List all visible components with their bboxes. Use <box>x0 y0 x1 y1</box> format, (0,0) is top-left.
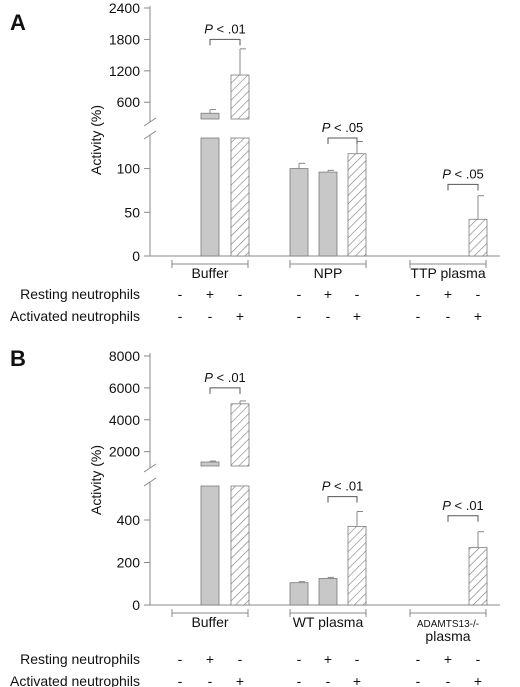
panel-b-letter: B <box>10 346 26 371</box>
panel-b-significance-label: P < .01 <box>322 479 364 494</box>
panel-a-bar-gray <box>200 137 220 257</box>
panel-b-activated-sign: + <box>236 673 244 687</box>
panel-a-axis-break-mark <box>143 117 157 127</box>
panel-b-y-tick-label: 200 <box>117 555 141 571</box>
panel-b-y-tick-label: 4000 <box>109 412 140 428</box>
panel-a-y-axis-label: Activity (%) <box>88 105 104 175</box>
panel-b-resting-sign: + <box>324 651 332 667</box>
panel-b-group-label: ADAMTS13-/- <box>417 619 479 630</box>
panel-b-y-tick-label: 0 <box>132 597 140 613</box>
panel-b-resting-sign: - <box>355 651 360 667</box>
panel-a-y-tick-label: 2400 <box>109 0 140 16</box>
panel-b-resting-sign: - <box>476 651 481 667</box>
panel-b-activated-sign: - <box>178 673 183 687</box>
panel-b-bar-gray <box>200 485 220 606</box>
panel-a-y-tick-label: 1200 <box>109 63 140 79</box>
panel-a-group-label: NPP <box>314 265 343 281</box>
panel-a-letter: A <box>10 10 26 35</box>
panel-a-y-tick-label: 50 <box>124 204 140 220</box>
panel-b-axis-break-mark <box>143 463 157 473</box>
panel-a-resting-sign: + <box>444 286 452 302</box>
panel-b-activated-sign: - <box>208 673 213 687</box>
panel-a-activated-sign: - <box>297 308 302 324</box>
panel-a-y-tick-label: 100 <box>117 161 141 177</box>
panel-b-activated-sign: + <box>474 673 482 687</box>
panel-b-group-label: plasma <box>425 628 470 644</box>
panel-b-y-tick-label: 6000 <box>109 380 140 396</box>
panel-a-significance-bracket <box>447 183 479 191</box>
panel-a-activated-sign: - <box>208 308 213 324</box>
panel-b-bar-gray <box>289 582 309 606</box>
panel-b-bar-hatched <box>230 403 250 467</box>
panel-b-bar-hatched <box>230 485 250 606</box>
panel-b-resting-sign: - <box>178 651 183 667</box>
panel-a-y-tick-label: 0 <box>132 248 140 264</box>
panel-a-bar-gray <box>318 171 338 257</box>
panel-a-bar-hatched <box>347 153 367 257</box>
panel-a-significance-label: P < .01 <box>204 21 246 36</box>
panel-b-bar-hatched <box>468 547 488 606</box>
panel-b-bar-hatched <box>347 525 367 606</box>
panel-b-y-tick-label: 2000 <box>109 444 140 460</box>
panel-b-significance-label: P < .01 <box>204 370 246 385</box>
panel-a-y-tick-label: 600 <box>117 94 141 110</box>
panel-b-resting-sign: - <box>297 651 302 667</box>
panel-a-significance-label: P < .05 <box>442 166 484 181</box>
panel-a-bar-gray <box>200 112 220 120</box>
panel-b-row-label-activated: Activated neutrophils <box>10 673 140 687</box>
panel-b-resting-sign: - <box>416 651 421 667</box>
panel-b-group-label: Buffer <box>191 614 228 630</box>
panel-b-activated-sign: - <box>297 673 302 687</box>
panel-a-row-label-activated: Activated neutrophils <box>10 308 140 324</box>
panel-b-activated-sign: + <box>353 673 361 687</box>
panel-a-bar-hatched <box>230 74 250 120</box>
panel-a-activated-sign: - <box>178 308 183 324</box>
panel-b-y-tick-label: 400 <box>117 512 141 528</box>
panel-a-bar-hatched <box>230 137 250 257</box>
panel-a-significance-bracket <box>327 137 358 144</box>
panel-b-resting-sign: + <box>206 651 214 667</box>
panel-b-bar-gray <box>200 461 220 467</box>
panel-a-y-tick-label: 1800 <box>109 31 140 47</box>
panel-a-bar-gray <box>289 168 309 257</box>
panel-a-group-label: TTP plasma <box>410 265 485 281</box>
panel-a-activated-sign: - <box>446 308 451 324</box>
panel-b-resting-sign: - <box>238 651 243 667</box>
panel-a-activated-sign: - <box>326 308 331 324</box>
panel-b-significance-bracket <box>447 515 479 522</box>
panel-b-significance-bracket <box>327 496 358 503</box>
panel-a-bar-hatched <box>468 218 488 257</box>
panel-a-significance-bracket <box>209 38 241 46</box>
panel-b-activated-sign: - <box>326 673 331 687</box>
panel-b-significance-bracket <box>209 387 241 394</box>
panel-a-resting-sign: + <box>206 286 214 302</box>
panel-b-activated-sign: - <box>416 673 421 687</box>
panel-b-activated-sign: - <box>446 673 451 687</box>
panel-a-activated-sign: + <box>474 308 482 324</box>
panel-b-resting-sign: + <box>444 651 452 667</box>
panel-a-activated-sign: + <box>236 308 244 324</box>
panel-a-activated-sign: - <box>416 308 421 324</box>
panel-a-resting-sign: - <box>476 286 481 302</box>
panel-a-resting-sign: - <box>416 286 421 302</box>
panel-b-axis-break-mark <box>143 477 157 487</box>
panel-a-resting-sign: - <box>238 286 243 302</box>
panel-b-bar-gray <box>318 578 338 606</box>
panel-a-resting-sign: - <box>178 286 183 302</box>
panel-b-significance-label: P < .01 <box>442 498 484 513</box>
panel-a-activated-sign: + <box>353 308 361 324</box>
panel-a-group-label: Buffer <box>191 265 228 281</box>
panel-a-row-label-resting: Resting neutrophils <box>20 286 140 302</box>
panel-a-resting-sign: - <box>355 286 360 302</box>
panel-b-y-axis-label: Activity (%) <box>88 445 104 515</box>
panel-a-resting-sign: - <box>297 286 302 302</box>
panel-a-axis-break-mark <box>143 130 157 140</box>
panel-b-row-label-resting: Resting neutrophils <box>20 651 140 667</box>
panel-b-y-tick-label: 8000 <box>109 348 140 364</box>
panel-a-significance-label: P < .05 <box>322 120 364 135</box>
panel-a-resting-sign: + <box>324 286 332 302</box>
panel-b-group-label: WT plasma <box>293 614 364 630</box>
